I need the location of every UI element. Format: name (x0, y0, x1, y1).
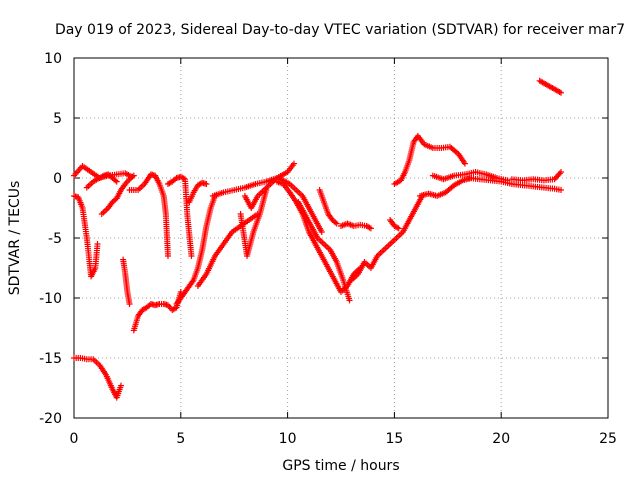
series-sat-s (338, 220, 374, 232)
y-tick-label: -10 (39, 291, 62, 307)
x-tick-label: 25 (599, 431, 617, 447)
series-sat-i (164, 173, 195, 259)
data-point (558, 169, 565, 175)
series-sat-a (71, 355, 124, 401)
x-tick-label: 15 (385, 431, 403, 447)
series-sat-z (508, 169, 565, 184)
data-point (203, 181, 210, 187)
series-sat-e (98, 172, 137, 217)
series-sat-j (173, 193, 218, 307)
x-tick-label: 5 (176, 431, 185, 447)
series-sat-d (83, 171, 120, 191)
data-point (558, 89, 565, 96)
series-sat-g (130, 289, 184, 334)
y-tick-labels: -20 -15 -10 -5 0 5 10 (39, 51, 62, 427)
series-sat-q (295, 199, 353, 304)
series-sat-v (391, 133, 468, 187)
data-points (71, 77, 565, 401)
series-sat-aa (536, 77, 565, 96)
data-point (346, 297, 353, 304)
y-tick-label: 0 (53, 171, 62, 187)
x-tick-labels: 0 5 10 15 20 25 (70, 431, 617, 447)
y-tick-label: -15 (39, 351, 62, 367)
x-tick-label: 0 (70, 431, 79, 447)
x-tick-label: 10 (279, 431, 297, 447)
data-point (291, 160, 298, 167)
series-sat-m (209, 160, 298, 199)
data-point (126, 301, 133, 307)
series-sat-h (126, 171, 171, 259)
grid (74, 58, 608, 418)
y-tick-label: 10 (44, 51, 62, 67)
data-point (164, 253, 171, 259)
data-point (395, 225, 402, 232)
data-point (113, 178, 120, 185)
series-sat-y (466, 175, 565, 193)
x-axis-label: GPS time / hours (282, 458, 399, 474)
y-tick-label: -5 (48, 231, 62, 247)
series-sat-u (387, 217, 402, 232)
x-tick-label: 20 (492, 431, 510, 447)
data-point (130, 172, 137, 179)
chart-title: Day 019 of 2023, Sidereal Day-to-day VTE… (55, 22, 625, 38)
series-sat-r (316, 187, 340, 227)
series-sat-f (120, 256, 133, 307)
data-point (117, 382, 124, 389)
series-sat-c (71, 193, 101, 280)
data-point (461, 160, 468, 167)
data-point (318, 229, 325, 235)
data-point (94, 241, 101, 247)
data-point (188, 253, 195, 259)
series-sat-k (186, 179, 210, 205)
data-point (558, 187, 565, 193)
data-point (263, 187, 270, 193)
series-sat-o (237, 187, 270, 259)
data-point (367, 225, 374, 232)
y-tick-label: 5 (53, 111, 62, 127)
y-axis-label: SDTVAR / TECUs (7, 181, 23, 296)
data-point (333, 220, 340, 227)
y-tick-label: -20 (39, 411, 62, 427)
